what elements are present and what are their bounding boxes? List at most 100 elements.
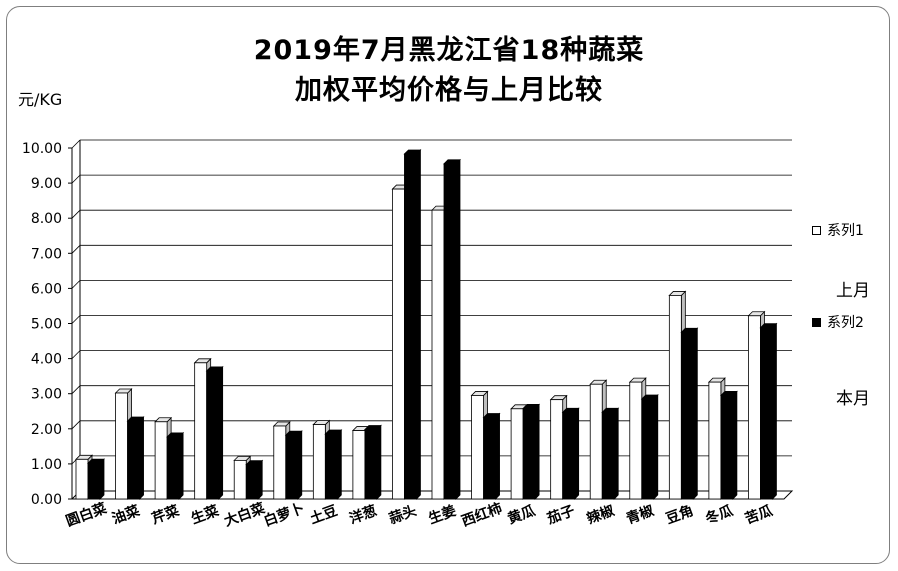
bar-series2 — [166, 436, 180, 500]
bar-series1 — [668, 295, 682, 500]
y-tick-label: 1.00 — [31, 457, 62, 473]
x-category-label: 圆白菜 — [64, 499, 110, 530]
bar-series2 — [404, 153, 417, 500]
bar-series2-side — [534, 403, 540, 500]
gridline-depth — [71, 420, 81, 430]
bar-series1 — [392, 188, 405, 500]
bar-series2 — [601, 411, 615, 500]
bar-series2 — [245, 464, 259, 500]
bar-series2-side — [613, 407, 619, 500]
x-category-label: 茄子 — [544, 502, 577, 528]
bar-series1 — [471, 395, 484, 500]
legend-label-series1: 系列1 — [827, 223, 864, 239]
gridline-depth — [71, 315, 81, 324]
bar-series1 — [194, 362, 208, 500]
bar-series2-side — [297, 430, 303, 500]
chart-title-line2: 加权平均价格与上月比较 — [295, 75, 603, 106]
x-category-label: 苦瓜 — [743, 502, 775, 528]
bar-series1 — [154, 421, 168, 500]
bar-series2-side — [416, 149, 421, 500]
bar-series2 — [483, 417, 496, 500]
legend-note-previous-month: 上月 — [836, 281, 870, 301]
bar-series2 — [285, 434, 299, 500]
y-tick-label: 0.00 — [31, 492, 62, 508]
y-tick-label: 3.00 — [31, 387, 62, 403]
bar-series2 — [324, 433, 338, 500]
chart-title-line1: 2019年7月黑龙江省18种蔬菜 — [253, 35, 645, 66]
bar-series2-side — [178, 431, 184, 500]
x-category-label: 油菜 — [110, 502, 143, 528]
bar-series2-side — [257, 459, 263, 500]
bar-series1 — [629, 381, 643, 500]
bar-series1 — [75, 458, 89, 500]
bar-series1 — [550, 399, 564, 500]
bar-series2-side — [218, 365, 224, 500]
bar-series2-side — [99, 458, 105, 500]
bar-series2-side — [336, 429, 342, 500]
bar-series1 — [708, 381, 722, 500]
gridline-depth — [71, 209, 81, 219]
bar-series1 — [510, 408, 524, 500]
gridline-depth — [71, 385, 81, 394]
bar-series2 — [443, 163, 457, 500]
legend-note-current-month: 本月 — [836, 389, 870, 409]
bar-series2 — [364, 429, 378, 500]
x-category-label: 青椒 — [624, 502, 656, 528]
x-category-label: 生姜 — [426, 502, 458, 528]
y-tick-label: 4.00 — [31, 352, 62, 368]
chart-frame — [6, 6, 890, 564]
x-category-label: 蒜头 — [387, 502, 419, 528]
gridline-depth — [71, 280, 81, 289]
bar-series2-side — [692, 327, 698, 500]
y-tick-label: 7.00 — [31, 246, 62, 262]
x-category-label: 土豆 — [308, 502, 340, 528]
y-tick-label: 5.00 — [31, 317, 62, 333]
bar-series2 — [562, 411, 576, 500]
legend-label-series2: 系列2 — [827, 315, 864, 331]
x-category-label: 辣椒 — [584, 502, 616, 528]
x-category-label: 洋葱 — [347, 502, 379, 528]
bar-series2-side — [139, 416, 144, 500]
x-category-label: 冬瓜 — [703, 502, 735, 528]
legend-entry-series1: 系列1 — [812, 220, 864, 240]
bar-series2 — [522, 408, 536, 500]
bar-series2-side — [574, 407, 580, 500]
bar-series2 — [720, 395, 734, 500]
bar-series1 — [589, 383, 603, 500]
bar-series2 — [127, 420, 140, 500]
bar-series2-side — [772, 322, 777, 500]
bar-series2 — [641, 398, 655, 500]
legend-swatch-series2 — [812, 317, 821, 327]
y-tick-label: 6.00 — [31, 281, 62, 297]
gridline-depth — [71, 245, 81, 254]
bar-series2 — [760, 327, 773, 500]
x-category-label: 黄瓜 — [505, 502, 537, 528]
bar-series2 — [206, 370, 220, 500]
y-axis-unit-label: 元/KG — [18, 90, 63, 109]
y-tick-label: 9.00 — [31, 176, 62, 192]
x-category-label: 生菜 — [189, 502, 222, 528]
y-tick-label: 8.00 — [31, 211, 62, 227]
gridline-depth — [71, 350, 81, 359]
bar-series1 — [115, 392, 128, 500]
bar-series2-side — [732, 390, 738, 500]
bar-series1 — [431, 209, 445, 500]
gridline-depth — [71, 139, 81, 149]
bar-series1 — [273, 425, 287, 500]
x-category-label: 白萝卜 — [261, 500, 306, 530]
bar-series1 — [233, 459, 247, 500]
bar-series2-side — [653, 393, 659, 500]
x-category-label: 芹菜 — [149, 502, 182, 528]
bar-series2 — [87, 462, 101, 500]
x-category-label: 豆角 — [664, 502, 696, 528]
y-tick-label: 10.00 — [22, 141, 62, 157]
bar-series1 — [312, 424, 326, 500]
bar-series1 — [748, 315, 761, 500]
bar-series1 — [352, 430, 366, 500]
legend-entry-series2: 系列2 — [812, 312, 864, 332]
gridline-depth — [71, 174, 81, 184]
y-tick-label: 2.00 — [31, 422, 62, 438]
legend-swatch-series1 — [812, 225, 821, 235]
bar-series2-side — [495, 412, 500, 500]
